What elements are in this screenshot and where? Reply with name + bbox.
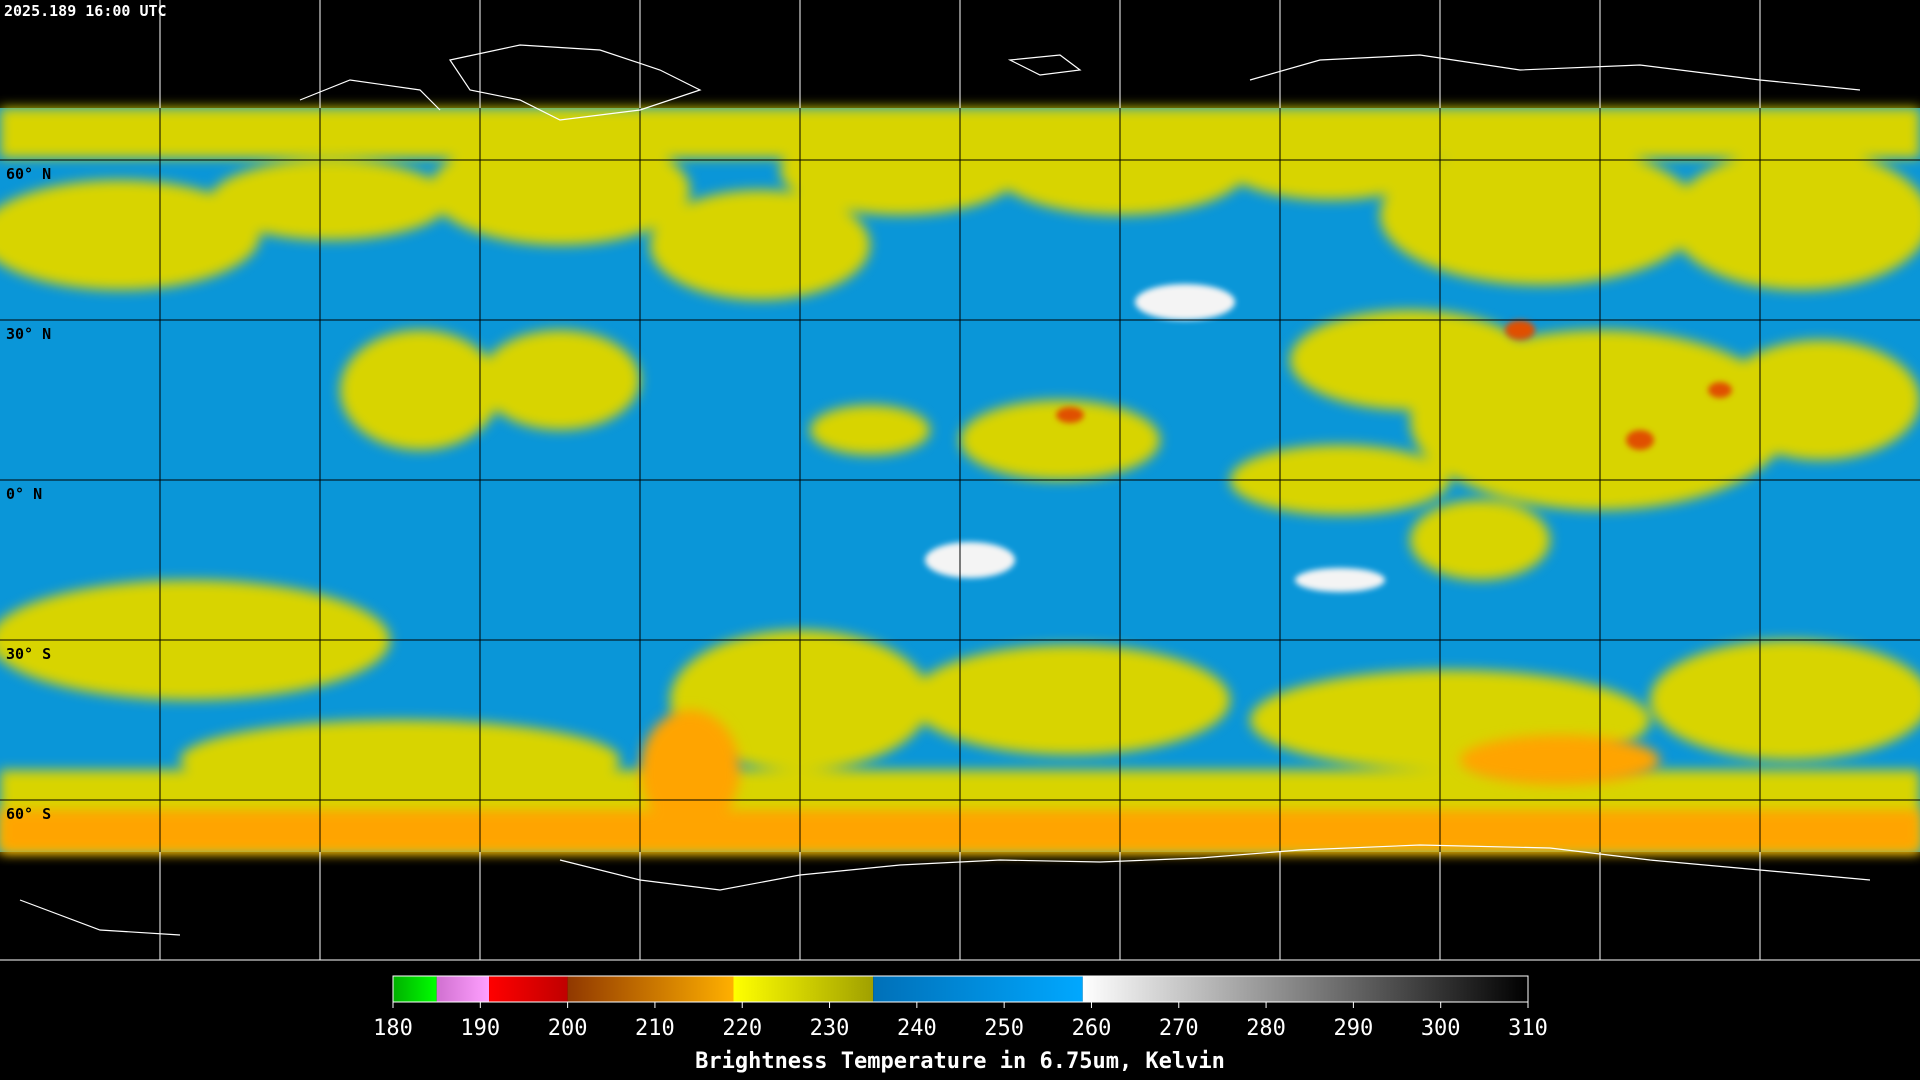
lat-label: 60° N xyxy=(6,165,51,183)
timestamp: 2025.189 16:00 UTC xyxy=(4,2,167,20)
colorbar-tick-label: 220 xyxy=(722,1016,762,1041)
colorbar-tick-label: 240 xyxy=(897,1016,937,1041)
colorbar-segment xyxy=(1082,976,1528,1002)
colorbar-tick-label: 210 xyxy=(635,1016,675,1041)
graticule xyxy=(0,0,1920,961)
colorbar-tick-label: 280 xyxy=(1246,1016,1286,1041)
latitude-labels: 60° N 30° N 0° N 30° S 60° S xyxy=(6,165,51,823)
colorbar-tick-label: 180 xyxy=(373,1016,413,1041)
colorbar-tick-label: 250 xyxy=(984,1016,1024,1041)
lat-label: 30° S xyxy=(6,645,51,663)
colorbar-tick-label: 190 xyxy=(460,1016,500,1041)
colorbar-frame xyxy=(392,975,1529,1003)
colorbar-segment xyxy=(489,976,568,1002)
lat-label: 60° S xyxy=(6,805,51,823)
colorbar-segment xyxy=(567,976,734,1002)
colorbar-segment xyxy=(436,976,490,1002)
colorbar-tick-label: 270 xyxy=(1159,1016,1199,1041)
colorbar-title: Brightness Temperature in 6.75um, Kelvin xyxy=(695,1049,1225,1074)
colorbar-tick-label: 310 xyxy=(1508,1016,1548,1041)
colorbar-tick-label: 290 xyxy=(1334,1016,1374,1041)
colorbar-segment xyxy=(733,976,874,1002)
colorbar-segment xyxy=(393,976,437,1002)
lat-label: 30° N xyxy=(6,325,51,343)
coastlines xyxy=(19,44,1871,936)
colorbar: 180 190 200 210 220 230 240 250 260 270 280 290 300 3… xyxy=(373,975,1548,1041)
lat-label: 0° N xyxy=(6,485,42,503)
colorbar-segment xyxy=(873,976,1083,1002)
colorbar-tick-label: 200 xyxy=(548,1016,588,1041)
colorbar-tick-label: 260 xyxy=(1072,1016,1112,1041)
colorbar-tick-label: 230 xyxy=(810,1016,850,1041)
colorbar-tick-label: 300 xyxy=(1421,1016,1461,1041)
